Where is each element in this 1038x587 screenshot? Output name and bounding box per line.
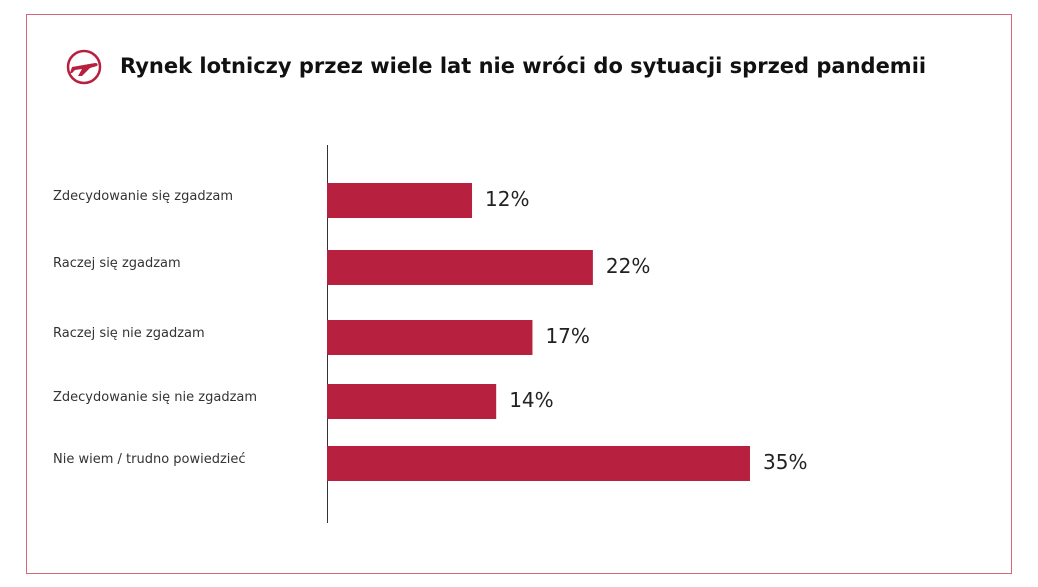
category-label: Zdecydowanie się nie zgadzam <box>53 390 257 405</box>
value-label: 17% <box>545 324 589 348</box>
bar <box>327 183 473 218</box>
category-label: Zdecydowanie się zgadzam <box>53 189 233 204</box>
bar <box>327 250 593 285</box>
category-label: Nie wiem / trudno powiedzieć <box>53 452 246 467</box>
value-label: 22% <box>606 254 650 278</box>
category-label: Raczej się nie zgadzam <box>53 326 205 341</box>
bar <box>327 446 750 481</box>
value-label: 12% <box>485 187 529 211</box>
value-label: 14% <box>509 388 553 412</box>
value-label: 35% <box>763 450 807 474</box>
category-label: Raczej się zgadzam <box>53 256 181 271</box>
plane-icon <box>66 49 102 85</box>
bar <box>327 384 497 419</box>
chart-title: Rynek lotniczy przez wiele lat nie wróci… <box>120 54 926 78</box>
frame <box>26 14 1012 574</box>
bar <box>327 320 533 355</box>
